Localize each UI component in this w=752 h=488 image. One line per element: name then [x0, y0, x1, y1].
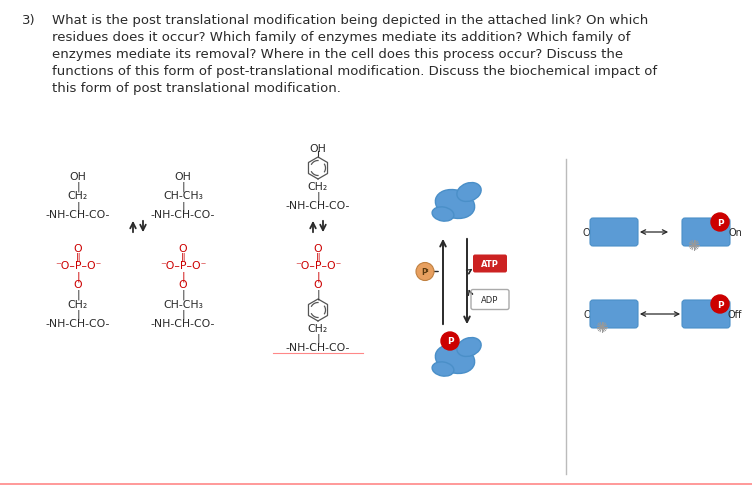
- Text: O: O: [74, 280, 82, 289]
- Text: O: O: [179, 280, 187, 289]
- Text: |: |: [181, 182, 185, 192]
- Text: OH: OH: [310, 143, 326, 154]
- Text: ‖: ‖: [180, 252, 186, 262]
- Text: |: |: [76, 182, 80, 192]
- Text: |: |: [316, 333, 320, 344]
- Text: What is the post translational modification being depicted in the attached link?: What is the post translational modificat…: [52, 14, 648, 27]
- Text: -NH-CH-CO-: -NH-CH-CO-: [46, 318, 111, 328]
- Text: Pᴵ: Pᴵ: [421, 267, 429, 276]
- FancyBboxPatch shape: [682, 219, 730, 246]
- Text: CH₂: CH₂: [308, 324, 328, 333]
- Text: Off: Off: [728, 309, 742, 319]
- Text: CH-CH₃: CH-CH₃: [163, 191, 203, 201]
- Text: OH: OH: [174, 172, 192, 182]
- Text: |: |: [76, 309, 80, 320]
- FancyBboxPatch shape: [590, 219, 638, 246]
- Text: 3): 3): [22, 14, 35, 27]
- Circle shape: [416, 263, 434, 281]
- Text: ⁻O–P–O⁻: ⁻O–P–O⁻: [55, 261, 102, 270]
- Text: -NH-CH-CO-: -NH-CH-CO-: [286, 342, 350, 352]
- Text: ATP: ATP: [481, 260, 499, 268]
- Text: P: P: [717, 218, 723, 227]
- Circle shape: [711, 214, 729, 231]
- FancyBboxPatch shape: [682, 301, 730, 328]
- Text: CH-CH₃: CH-CH₃: [163, 299, 203, 309]
- Text: -NH-CH-CO-: -NH-CH-CO-: [151, 209, 215, 220]
- Text: |: |: [76, 201, 80, 211]
- Text: -NH-CH-CO-: -NH-CH-CO-: [46, 209, 111, 220]
- Ellipse shape: [435, 190, 475, 219]
- Ellipse shape: [435, 345, 475, 374]
- Text: ‖: ‖: [316, 252, 320, 262]
- Text: O: O: [314, 244, 323, 253]
- Text: CH₂: CH₂: [68, 299, 88, 309]
- Text: this form of post translational modification.: this form of post translational modifica…: [52, 82, 341, 95]
- Text: -NH-CH-CO-: -NH-CH-CO-: [151, 318, 215, 328]
- Circle shape: [441, 332, 459, 350]
- Ellipse shape: [432, 362, 454, 376]
- Text: |: |: [316, 270, 320, 281]
- Text: OH: OH: [70, 172, 86, 182]
- Ellipse shape: [432, 207, 454, 222]
- Text: ADP: ADP: [481, 295, 499, 305]
- Text: functions of this form of post-translational modification. Discuss the biochemic: functions of this form of post-translati…: [52, 65, 657, 78]
- Text: P: P: [447, 337, 453, 346]
- FancyBboxPatch shape: [590, 301, 638, 328]
- Text: ⁻O–P–O⁻: ⁻O–P–O⁻: [295, 261, 341, 270]
- Text: enzymes mediate its removal? Where in the cell does this process occur? Discuss : enzymes mediate its removal? Where in th…: [52, 48, 623, 61]
- Text: |: |: [76, 289, 80, 300]
- Text: |: |: [181, 289, 185, 300]
- Text: ‖: ‖: [76, 252, 80, 262]
- Text: O: O: [179, 244, 187, 253]
- Ellipse shape: [457, 183, 481, 202]
- Text: -NH-CH-CO-: -NH-CH-CO-: [286, 201, 350, 210]
- Text: On: On: [583, 309, 597, 319]
- Text: |: |: [181, 309, 185, 320]
- Ellipse shape: [457, 338, 481, 357]
- Text: CH₂: CH₂: [68, 191, 88, 201]
- Text: residues does it occur? Which family of enzymes mediate its addition? Which fami: residues does it occur? Which family of …: [52, 31, 630, 44]
- Text: |: |: [316, 192, 320, 202]
- Text: P: P: [717, 300, 723, 309]
- Text: On: On: [728, 227, 742, 238]
- Text: ⁻O–P–O⁻: ⁻O–P–O⁻: [160, 261, 206, 270]
- Text: CH₂: CH₂: [308, 182, 328, 192]
- Circle shape: [711, 295, 729, 313]
- Text: |: |: [181, 270, 185, 281]
- Text: |: |: [316, 289, 320, 300]
- Text: |: |: [76, 270, 80, 281]
- Text: O: O: [74, 244, 82, 253]
- Text: Off: Off: [583, 227, 597, 238]
- FancyBboxPatch shape: [473, 255, 507, 273]
- Text: O: O: [314, 280, 323, 289]
- Text: |: |: [181, 201, 185, 211]
